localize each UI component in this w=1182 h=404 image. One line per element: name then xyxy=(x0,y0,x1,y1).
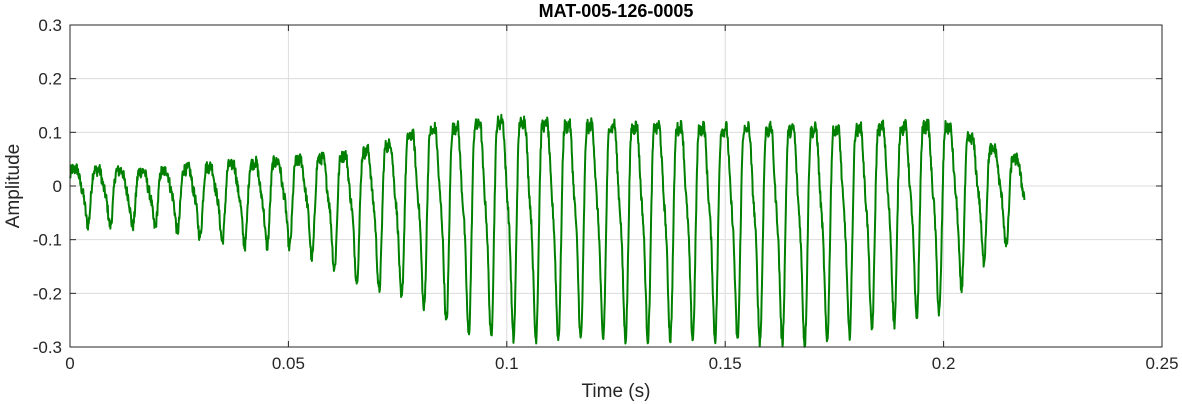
y-tick-label: 0.1 xyxy=(38,123,62,142)
y-tick-label: 0.3 xyxy=(38,16,62,35)
x-tick-label: 0.15 xyxy=(709,354,742,373)
y-axis-label: Amplitude xyxy=(3,144,24,229)
y-tick-label: -0.3 xyxy=(33,338,62,357)
y-tick-label: -0.1 xyxy=(33,231,62,250)
x-tick-label: 0 xyxy=(65,354,74,373)
x-tick-label: 0.2 xyxy=(932,354,956,373)
waveform-series-line xyxy=(69,113,1026,348)
chart-title: MAT-005-126-0005 xyxy=(539,1,694,21)
y-tick-label: -0.2 xyxy=(33,284,62,303)
x-tick-label: 0.1 xyxy=(495,354,519,373)
x-axis-label: Time (s) xyxy=(582,381,651,402)
y-tick-label: 0 xyxy=(53,177,62,196)
x-tick-label: 0.25 xyxy=(1145,354,1178,373)
grid xyxy=(70,25,1162,347)
x-tick-label: 0.05 xyxy=(272,354,305,373)
y-tick-label: 0.2 xyxy=(38,70,62,89)
ticks: 0 0.05 0.1 0.15 0.2 0.25 -0.3 -0.2 -0.1 0 0.1 0.2 0.… xyxy=(33,16,1179,373)
series-layer xyxy=(69,113,1026,348)
